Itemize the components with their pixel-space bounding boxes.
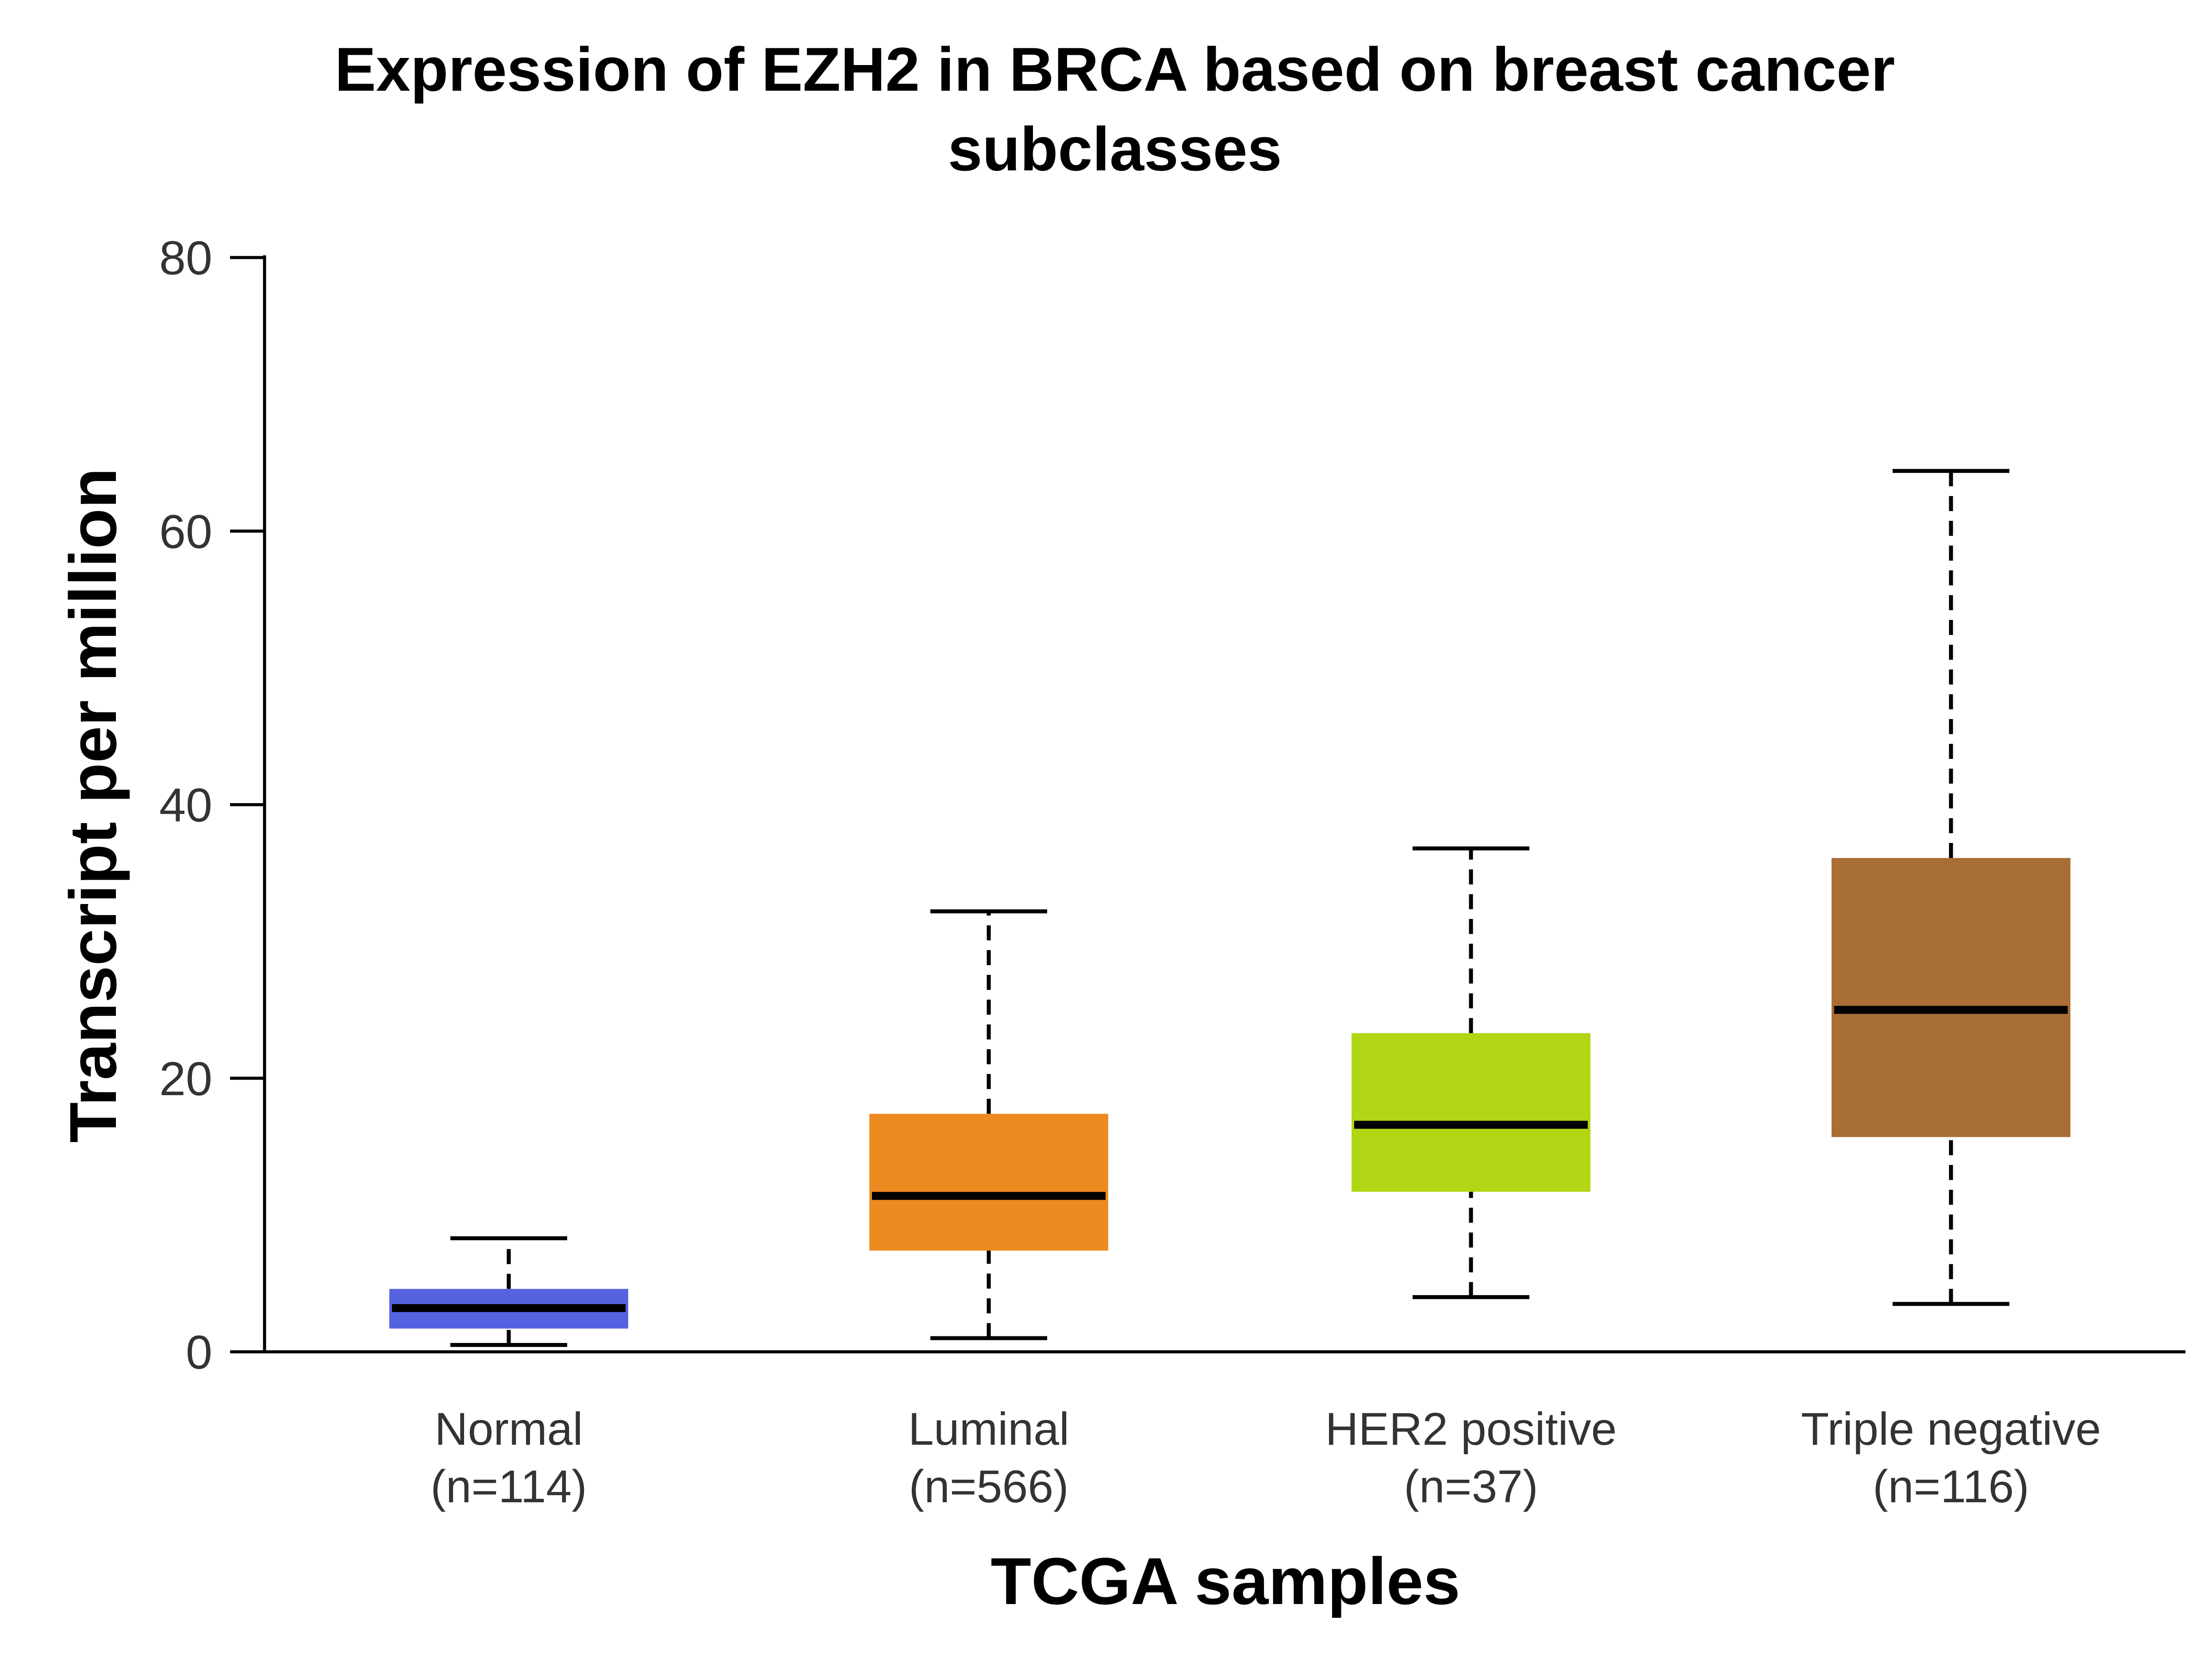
chart-title-line-1: Expression of EZH2 in BRCA based on brea… xyxy=(335,35,1895,104)
y-tick-label: 80 xyxy=(159,231,212,285)
box-normal xyxy=(389,1236,628,1347)
category-count-label: (n=37) xyxy=(1404,1461,1538,1512)
category-label: HER2 positive xyxy=(1325,1404,1617,1455)
iqr-box xyxy=(869,1114,1108,1251)
category-label: Triple negative xyxy=(1801,1404,2101,1455)
y-axis-ticks: 0 20 40 60 80 xyxy=(159,231,265,1379)
y-tick-label: 40 xyxy=(159,778,212,832)
box-triple-negative xyxy=(1832,469,2070,1306)
category-count-label: (n=566) xyxy=(909,1461,1068,1512)
category-labels: Normal (n=114) Luminal (n=566) HER2 positive… xyxy=(430,1404,2101,1512)
box-luminal xyxy=(869,909,1108,1340)
y-tick-label: 60 xyxy=(159,504,212,558)
y-tick-label: 20 xyxy=(159,1052,212,1105)
boxes-layer xyxy=(389,469,2070,1347)
x-axis-title: TCGA samples xyxy=(991,1544,1460,1618)
iqr-box xyxy=(1352,1033,1590,1192)
chart-title-line-2: subclasses xyxy=(948,114,1282,184)
category-label: Normal xyxy=(434,1404,583,1455)
category-count-label: (n=116) xyxy=(1873,1461,2029,1512)
y-axis-title: Transcript per million xyxy=(56,468,130,1143)
iqr-box xyxy=(1832,858,2070,1137)
category-label: Luminal xyxy=(908,1404,1069,1455)
y-tick-label: 0 xyxy=(186,1325,212,1379)
box-her2-positive xyxy=(1352,846,1590,1299)
category-count-label: (n=114) xyxy=(430,1461,587,1512)
